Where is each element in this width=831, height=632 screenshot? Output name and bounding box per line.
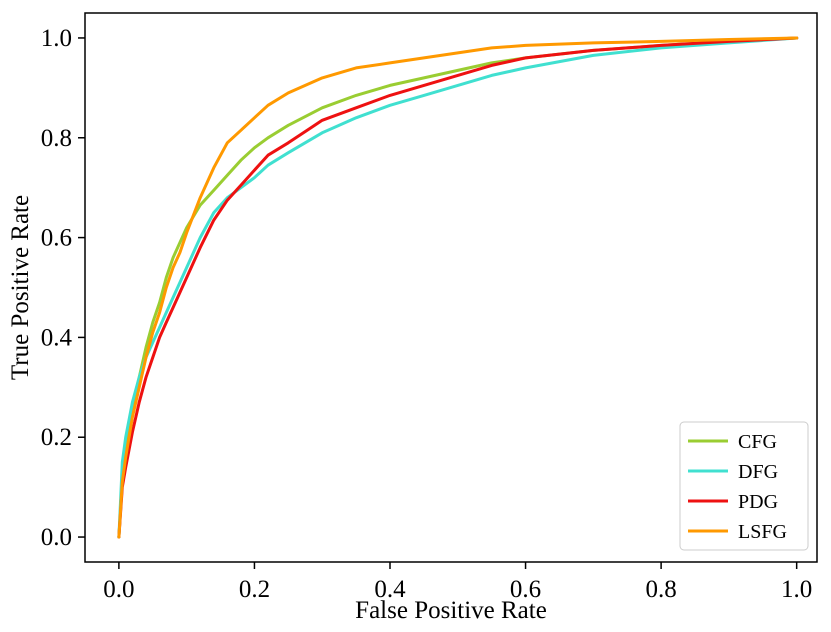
legend-label-pdg: PDG — [738, 491, 778, 513]
axis-ticks: 0.0 0.2 0.4 0.6 0.8 1.0 0.0 0.2 0.4 0.6 0.8 1.0 — [41, 25, 813, 603]
series-line-lsfg — [117, 36, 799, 539]
legend-label-dfg: DFG — [738, 461, 778, 483]
x-axis-label: False Positive Rate — [355, 597, 547, 624]
y-tick-label: 1.0 — [41, 25, 72, 52]
y-tick-label: 0.4 — [41, 324, 73, 351]
x-tick-label: 0.2 — [239, 576, 270, 603]
legend-items: CFG DFG PDG LSFG — [688, 431, 787, 543]
x-tick-label: 0.4 — [374, 576, 406, 603]
series-line-cfg — [117, 36, 799, 539]
y-tick-label: 0.0 — [41, 524, 72, 551]
y-tick-label: 0.2 — [41, 424, 72, 451]
legend-label-lsfg: LSFG — [738, 521, 787, 543]
x-tick-label: 1.0 — [781, 576, 812, 603]
series-line-pdg — [117, 36, 799, 539]
legend-box — [679, 421, 809, 551]
legend-label-cfg: CFG — [738, 431, 777, 453]
y-tick-label: 0.6 — [41, 225, 72, 252]
y-axis-label: True Positive Rate — [7, 195, 34, 380]
plot-frame — [84, 12, 818, 563]
x-tick-label: 0.8 — [645, 576, 676, 603]
x-tick-label: 0.0 — [103, 576, 134, 603]
legend: CFG DFG PDG LSFG — [679, 421, 809, 551]
series-lines — [117, 36, 799, 539]
y-tick-label: 0.8 — [41, 125, 72, 152]
x-tick-label: 0.6 — [510, 576, 541, 603]
